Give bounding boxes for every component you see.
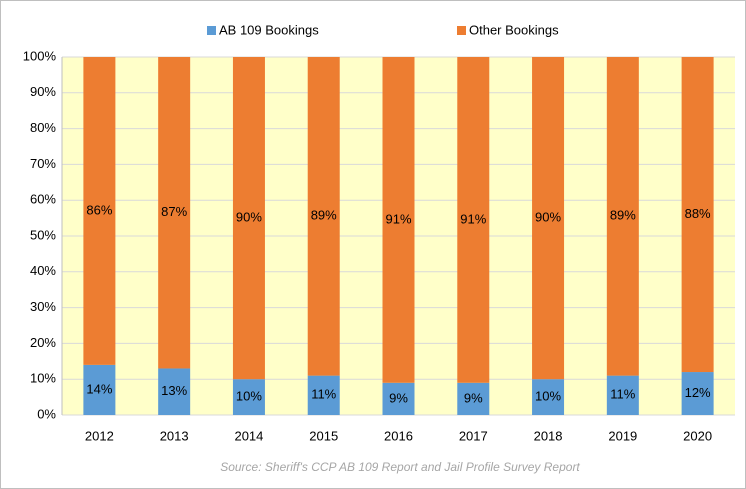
x-tick-label: 2014 [234, 428, 263, 443]
bar-segment [232, 57, 265, 380]
bar-segment [681, 372, 714, 415]
data-label: 86% [86, 202, 112, 217]
data-label: 9% [389, 390, 408, 405]
y-tick-label: 100% [23, 48, 57, 63]
data-label: 91% [460, 211, 486, 226]
data-label: 90% [535, 210, 561, 225]
bar-segment [457, 382, 490, 415]
x-tick-label: 2020 [683, 428, 712, 443]
data-label: 90% [236, 210, 262, 225]
source-note: Source: Sheriff's CCP AB 109 Report and … [220, 460, 580, 474]
data-label: 9% [464, 390, 483, 405]
y-tick-label: 10% [30, 371, 56, 386]
y-tick-label: 0% [37, 406, 56, 421]
x-tick-label: 2016 [384, 428, 413, 443]
y-tick-label: 90% [30, 84, 56, 99]
bar-segment [532, 57, 565, 380]
y-tick-label: 30% [30, 299, 56, 314]
y-tick-label: 60% [30, 192, 56, 207]
data-label: 14% [86, 381, 112, 396]
data-label: 11% [610, 387, 635, 402]
x-tick-label: 2015 [309, 428, 338, 443]
bar-segment [606, 57, 639, 376]
x-tick-label: 2013 [160, 428, 189, 443]
y-tick-label: 40% [30, 263, 56, 278]
bar-segment [158, 57, 191, 369]
bar-segment [457, 57, 490, 383]
x-tick-label: 2019 [608, 428, 637, 443]
x-tick-label: 2012 [85, 428, 114, 443]
bar-segment [532, 379, 565, 415]
legend-label: Other Bookings [469, 22, 559, 37]
data-label: 13% [161, 383, 187, 398]
bar-segment [606, 375, 639, 415]
data-label: 89% [311, 208, 337, 223]
y-tick-label: 50% [30, 227, 56, 242]
x-tick-label: 2017 [459, 428, 488, 443]
bar-segment [382, 57, 415, 383]
bar-segment [232, 379, 265, 415]
data-label: 89% [610, 208, 636, 223]
data-label: 10% [236, 389, 262, 404]
bar-segment [158, 368, 191, 415]
bar-segment [382, 382, 415, 415]
data-label: 12% [685, 385, 711, 400]
legend-swatch [457, 26, 466, 35]
data-label: 91% [385, 211, 411, 226]
y-tick-label: 80% [30, 120, 56, 135]
y-tick-label: 20% [30, 335, 56, 350]
legend-swatch [207, 26, 216, 35]
bar-segment [83, 57, 116, 365]
bar-segment [681, 57, 714, 373]
data-label: 10% [535, 389, 561, 404]
y-tick-label: 70% [30, 156, 56, 171]
data-label: 11% [311, 387, 336, 402]
bar-segment [83, 364, 116, 415]
bar-segment [307, 57, 340, 376]
legend-label: AB 109 Bookings [219, 22, 319, 37]
x-tick-label: 2018 [534, 428, 563, 443]
data-label: 88% [685, 206, 711, 221]
bar-segment [307, 375, 340, 415]
data-label: 87% [161, 204, 187, 219]
